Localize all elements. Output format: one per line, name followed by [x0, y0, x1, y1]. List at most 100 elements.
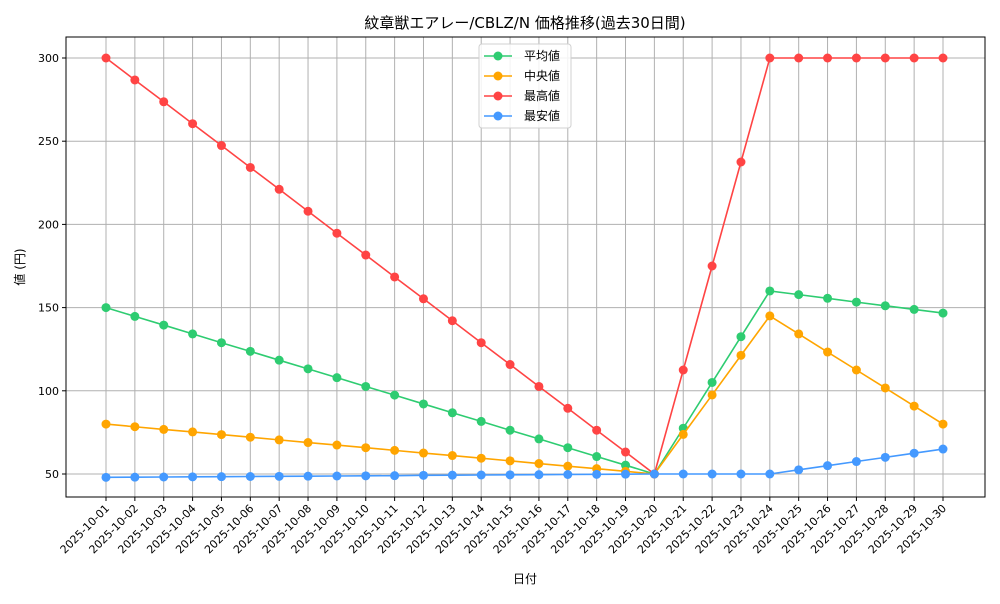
data-point — [765, 311, 775, 321]
data-point — [534, 381, 544, 391]
data-point — [101, 419, 111, 429]
data-point — [101, 472, 111, 482]
data-point — [418, 470, 428, 480]
series-line — [105, 448, 944, 479]
data-point — [130, 311, 140, 321]
data-point — [361, 250, 371, 260]
data-point — [707, 469, 717, 479]
data-point — [851, 53, 861, 63]
data-point — [332, 373, 342, 383]
chart-title: 紋章獣エアレー/CBLZ/N 価格推移(過去30日間) — [364, 14, 685, 32]
data-point — [418, 294, 428, 304]
y-tick-label: 300 — [38, 52, 59, 65]
series-line — [105, 314, 944, 475]
legend-marker — [493, 91, 503, 101]
data-point — [880, 452, 890, 462]
data-point — [390, 390, 400, 400]
data-point — [534, 459, 544, 469]
data-point — [274, 471, 284, 481]
data-point — [823, 53, 833, 63]
data-point — [505, 360, 515, 370]
data-point — [505, 470, 515, 480]
data-point — [245, 162, 255, 172]
data-point — [765, 53, 775, 63]
legend-marker — [493, 111, 503, 121]
data-point — [563, 469, 573, 479]
data-point — [880, 301, 890, 311]
data-point — [938, 419, 948, 429]
y-tick-label: 100 — [38, 385, 59, 398]
y-axis-label: 値 (円) — [12, 248, 27, 285]
data-point — [938, 53, 948, 63]
data-point — [765, 469, 775, 479]
data-point — [303, 471, 313, 481]
data-point — [476, 470, 486, 480]
data-point — [274, 435, 284, 445]
data-point — [794, 290, 804, 300]
data-point — [447, 470, 457, 480]
data-point — [592, 452, 602, 462]
data-point — [534, 434, 544, 444]
data-point — [765, 286, 775, 296]
data-point — [188, 329, 198, 339]
data-point — [794, 465, 804, 475]
data-point — [563, 403, 573, 413]
series-line — [105, 57, 943, 476]
data-point — [909, 401, 919, 411]
data-point — [794, 53, 804, 63]
data-point — [418, 448, 428, 458]
data-point — [621, 469, 631, 479]
data-point — [880, 383, 890, 393]
data-point — [303, 438, 313, 448]
data-point — [188, 119, 198, 129]
data-point — [303, 364, 313, 374]
data-point — [649, 469, 659, 479]
data-point — [678, 469, 688, 479]
legend-marker — [493, 71, 503, 81]
x-axis-label: 日付 — [513, 572, 537, 586]
data-point — [880, 53, 890, 63]
data-point — [159, 472, 169, 482]
data-point — [130, 422, 140, 432]
data-point — [534, 470, 544, 480]
data-point — [707, 261, 717, 271]
data-point — [159, 97, 169, 107]
data-point — [216, 338, 226, 348]
data-point — [274, 355, 284, 365]
data-point — [332, 228, 342, 238]
data-point — [332, 440, 342, 450]
data-point — [216, 472, 226, 482]
data-point — [476, 338, 486, 348]
data-point — [707, 377, 717, 387]
data-point — [390, 445, 400, 455]
data-point — [188, 472, 198, 482]
y-tick-label: 150 — [38, 302, 59, 315]
data-point — [476, 453, 486, 463]
data-point — [909, 448, 919, 458]
data-point — [823, 347, 833, 357]
data-point — [592, 425, 602, 435]
data-point — [621, 460, 631, 470]
data-point — [938, 308, 948, 318]
data-point — [303, 206, 313, 216]
data-point — [678, 365, 688, 375]
legend-label: 最安値 — [524, 108, 560, 123]
data-point — [678, 429, 688, 439]
data-point — [418, 399, 428, 409]
data-point — [476, 416, 486, 426]
series-line — [105, 290, 944, 475]
data-point — [938, 444, 948, 454]
data-point — [159, 320, 169, 330]
data-point — [361, 443, 371, 453]
legend-marker — [493, 51, 503, 61]
data-point — [563, 461, 573, 471]
data-point — [592, 469, 602, 479]
legend-label: 平均値 — [524, 48, 560, 63]
data-point — [707, 390, 717, 400]
data-point — [794, 329, 804, 339]
data-point — [851, 297, 861, 307]
data-point — [130, 75, 140, 85]
data-point — [736, 469, 746, 479]
data-point — [216, 430, 226, 440]
